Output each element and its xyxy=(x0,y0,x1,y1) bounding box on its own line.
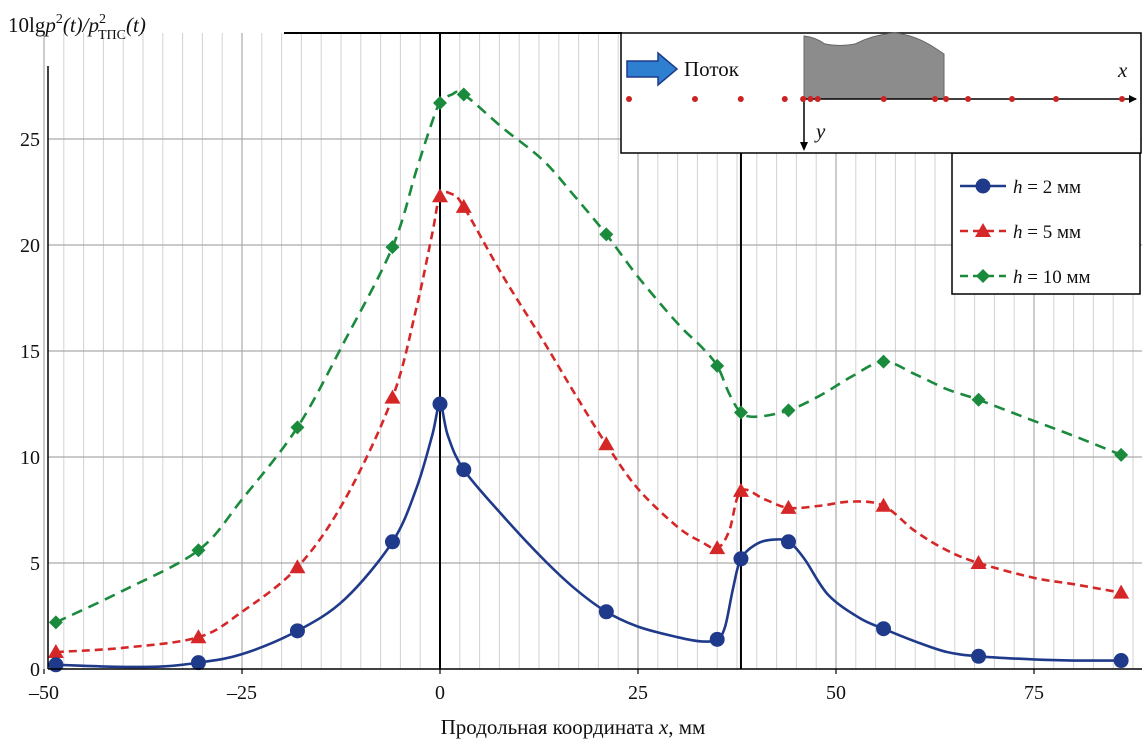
legend-label-h5: h = 5 мм xyxy=(1013,222,1081,243)
sensor-dot xyxy=(691,96,698,102)
data-point xyxy=(781,403,796,418)
data-point xyxy=(598,604,614,620)
inset-diagram: Поток x y xyxy=(620,32,1142,154)
data-point xyxy=(384,389,401,404)
data-point xyxy=(971,648,987,664)
y-axis-title: 10lgp2(t)/p2 ТПС(t) xyxy=(8,12,146,43)
legend-keys xyxy=(960,178,1006,283)
sensor-dot xyxy=(1009,96,1016,102)
x-tick-label: 25 xyxy=(628,682,648,704)
inset-x-label: x xyxy=(1117,58,1128,82)
data-point xyxy=(1113,653,1129,669)
y-tick-label: 5 xyxy=(30,553,40,575)
sensor-dot xyxy=(626,96,632,102)
sensor-dot xyxy=(880,96,887,102)
y-tick-label: 0 xyxy=(30,659,40,681)
legend-label-h2: h = 2 мм xyxy=(1013,177,1081,198)
x-tick-label: 50 xyxy=(826,682,846,704)
data-point xyxy=(876,621,892,637)
x-tick-label: 0 xyxy=(435,682,445,704)
x-tick-label: –50 xyxy=(28,682,59,704)
data-point xyxy=(289,623,305,639)
series-line xyxy=(55,90,1122,624)
x-tick-label: 75 xyxy=(1024,682,1044,704)
sensor-dot xyxy=(1053,96,1060,102)
data-point xyxy=(971,392,986,407)
data-point xyxy=(780,499,797,514)
data-point xyxy=(432,188,448,203)
data-point xyxy=(709,540,726,555)
data-point xyxy=(385,240,400,255)
flow-arrow-icon xyxy=(626,51,679,87)
sensor-dot xyxy=(814,96,821,102)
tick-labels: –50 –25 0 25 50 75 0 5 10 15 20 25 xyxy=(20,129,1044,704)
data-point xyxy=(456,462,472,478)
sensor-dot xyxy=(737,96,744,102)
legend-key-marker xyxy=(975,223,991,237)
inset-y-arrow-icon xyxy=(800,142,808,151)
legend-key-marker xyxy=(976,269,990,283)
data-point xyxy=(48,657,64,673)
sensor-dot xyxy=(781,96,788,102)
data-point xyxy=(48,615,63,630)
x-axis-title: Продольная координата x, мм xyxy=(441,715,706,739)
series-0 xyxy=(48,396,1129,673)
data-point xyxy=(780,534,796,550)
data-point xyxy=(733,551,749,567)
data-point xyxy=(1114,447,1129,462)
inset-sensors xyxy=(626,96,1125,102)
legend-label-h10: h = 10 мм xyxy=(1013,267,1091,288)
data-point xyxy=(710,358,725,373)
y-tick-label: 25 xyxy=(20,129,40,151)
data-point xyxy=(190,655,206,671)
data-point xyxy=(384,534,400,550)
y-tick-label: 10 xyxy=(20,447,40,469)
data-point xyxy=(709,631,725,647)
data-point xyxy=(433,95,447,110)
sensor-dot xyxy=(932,96,939,102)
data-point xyxy=(732,482,749,497)
sensor-dot xyxy=(965,96,972,102)
y-tick-label: 20 xyxy=(20,235,40,257)
sensor-dot xyxy=(1119,96,1125,102)
data-point xyxy=(290,420,305,435)
sensor-dot xyxy=(807,96,814,102)
series-2 xyxy=(48,87,1129,630)
data-point xyxy=(456,87,471,102)
data-point xyxy=(289,559,306,574)
data-point xyxy=(190,629,207,644)
data-point xyxy=(191,543,206,558)
series-layer xyxy=(47,87,1130,673)
inset-flow-label: Поток xyxy=(684,57,740,81)
data-point xyxy=(455,198,472,213)
data-point xyxy=(970,555,987,569)
data-point xyxy=(47,644,64,659)
data-point xyxy=(599,227,614,242)
data-point xyxy=(1113,584,1130,599)
grid xyxy=(43,33,1142,669)
data-point xyxy=(733,405,748,420)
inset-y-label: y xyxy=(814,119,826,143)
inset-x-arrow-icon xyxy=(1129,95,1137,103)
series-1 xyxy=(47,188,1130,659)
x-tick-label: –25 xyxy=(226,682,257,704)
series-line xyxy=(55,190,1122,654)
legend-key-marker xyxy=(975,178,991,194)
y-tick-label: 15 xyxy=(20,341,40,363)
sensor-dot xyxy=(800,96,807,102)
data-point xyxy=(432,396,448,412)
data-point xyxy=(876,354,891,369)
inset-obstacle-shape xyxy=(803,32,945,100)
data-point xyxy=(598,436,615,451)
legend: h = 2 мм h = 5 мм h = 10 мм xyxy=(951,152,1141,295)
axes xyxy=(47,32,1142,670)
sensor-dot xyxy=(943,96,950,102)
data-point xyxy=(875,497,892,512)
